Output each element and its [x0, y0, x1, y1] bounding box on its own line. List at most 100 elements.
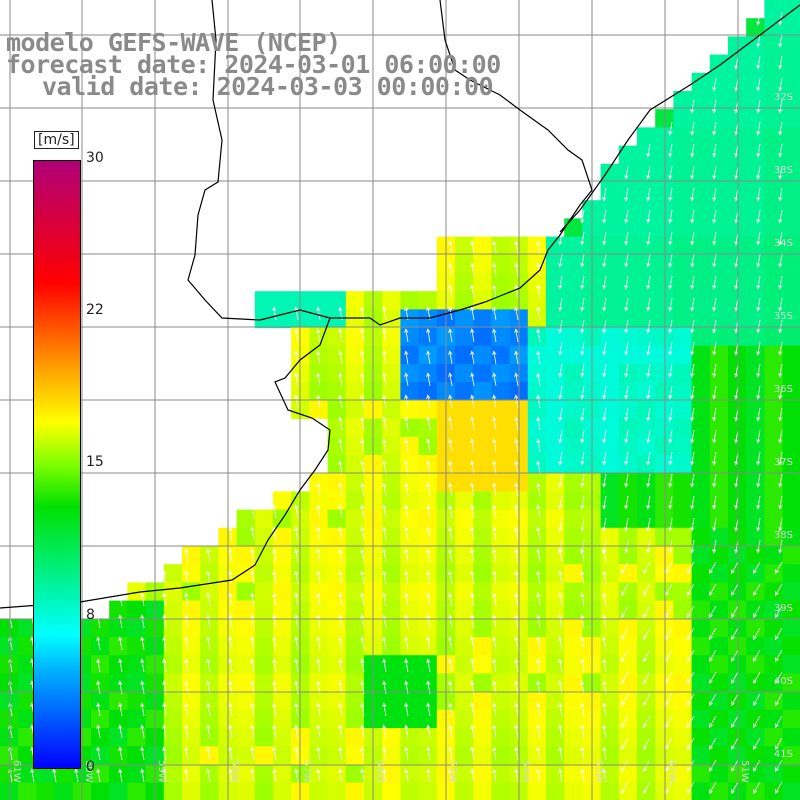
wind-arrow [338, 702, 343, 717]
wind-arrow [690, 451, 695, 466]
wind-cell [546, 382, 565, 401]
wind-arrow [621, 561, 629, 575]
wind-cell [637, 618, 656, 638]
wind-cell [291, 709, 310, 729]
wind-arrow [426, 614, 431, 629]
wind-cell [127, 691, 147, 711]
wind-cell [564, 436, 583, 456]
wind-arrow [602, 187, 607, 202]
wind-cell [637, 673, 656, 693]
wind-cell [618, 309, 638, 329]
wind-cell [527, 236, 547, 256]
wind-cell [546, 527, 565, 547]
wind-arrow [338, 614, 343, 629]
wind-arrow [778, 33, 783, 48]
wind-cell [746, 618, 765, 638]
wind-arrow [580, 592, 585, 607]
wind-cell [400, 345, 420, 365]
wind-arrow [382, 306, 387, 321]
wind-arrow [294, 306, 299, 321]
wind-arrow [228, 570, 233, 585]
wind-arrow [206, 548, 211, 563]
wind-cell [491, 382, 511, 401]
wind-arrow [690, 407, 695, 422]
wind-arrow [558, 451, 563, 466]
wind-cell [673, 382, 693, 401]
wind-cell [782, 182, 800, 201]
wind-cell [564, 509, 583, 529]
wind-arrow [448, 350, 453, 365]
wind-arrow [687, 583, 695, 597]
wind-cell [782, 436, 800, 456]
wind-cell [163, 673, 183, 693]
wind-cell [673, 236, 693, 256]
wind-arrow [96, 746, 101, 761]
wind-arrow [382, 768, 387, 783]
wind-cell [691, 127, 711, 147]
wind-cell [455, 400, 474, 420]
wind-cell [673, 527, 693, 547]
wind-arrow [118, 746, 123, 761]
wind-cell [728, 418, 747, 438]
colorbar-tick-0: 0 [86, 759, 95, 775]
wind-arrow [558, 495, 563, 510]
wind-cell [236, 782, 256, 800]
wind-arrow [709, 781, 717, 795]
wind-cell [746, 18, 765, 37]
wind-cell [236, 618, 256, 638]
wind-arrow [643, 627, 651, 641]
wind-cell [691, 309, 711, 329]
wind-cell [782, 327, 800, 347]
wind-arrow [580, 658, 585, 673]
wind-arrow [360, 768, 365, 783]
wind-cell [200, 600, 219, 620]
wind-cell [291, 691, 310, 711]
wind-cell [746, 91, 765, 110]
wind-arrow [624, 495, 629, 510]
wind-arrow [492, 658, 497, 673]
wind-cell [637, 728, 656, 747]
wind-cell [345, 509, 365, 529]
wind-cell [764, 109, 784, 128]
wind-arrow [382, 724, 387, 739]
wind-arrow [775, 583, 783, 597]
wind-arrow [624, 451, 629, 466]
wind-arrow [426, 438, 431, 453]
wind-cell [673, 455, 693, 474]
wind-arrow [492, 548, 497, 563]
wind-cell [764, 473, 784, 492]
wind-arrow [778, 143, 783, 158]
wind-cell [764, 273, 784, 292]
wind-arrow [668, 165, 673, 180]
wind-arrow [184, 768, 189, 783]
wind-cell [109, 709, 128, 729]
wind-arrow [687, 693, 695, 707]
wind-arrow [426, 658, 431, 673]
wind-arrow [712, 121, 717, 136]
wind-arrow [775, 649, 783, 663]
wind-arrow [536, 724, 541, 739]
wind-cell [691, 364, 711, 383]
wind-cell [163, 691, 183, 711]
wind-arrow [775, 561, 783, 575]
wind-cell [782, 91, 800, 110]
wind-cell [746, 418, 765, 438]
wind-cell [673, 145, 693, 165]
wind-arrow [646, 473, 651, 488]
wind-cell [127, 746, 147, 765]
coastline [0, 0, 800, 609]
wind-cell [564, 600, 583, 620]
wind-cell [418, 382, 438, 401]
wind-cell [527, 728, 547, 747]
wind-arrow [228, 548, 233, 563]
wind-cell [291, 527, 310, 547]
wind-cell [455, 491, 474, 511]
wind-arrow [316, 416, 321, 431]
wind-arrow [294, 570, 299, 585]
wind-arrow [514, 328, 519, 343]
wind-arrow [621, 605, 629, 619]
wind-cell [455, 709, 474, 729]
wind-arrow [140, 702, 145, 717]
wind-arrow [272, 570, 277, 585]
wind-cell [746, 109, 765, 128]
